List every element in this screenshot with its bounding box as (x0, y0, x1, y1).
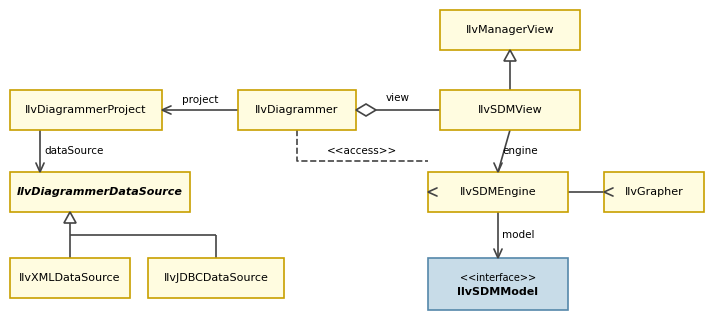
Text: dataSource: dataSource (44, 146, 103, 156)
Text: <<interface>>: <<interface>> (460, 273, 536, 283)
Text: IlvManagerView: IlvManagerView (465, 25, 555, 35)
Polygon shape (356, 104, 376, 116)
Text: IlvJDBCDataSource: IlvJDBCDataSource (163, 273, 269, 283)
Bar (238, 90, 356, 130)
Text: IlvXMLDataSource: IlvXMLDataSource (20, 273, 121, 283)
Bar (148, 258, 284, 298)
Text: model: model (502, 230, 534, 240)
Bar (604, 172, 704, 212)
Text: <<access>>: <<access>> (327, 146, 398, 156)
Text: engine: engine (502, 146, 538, 156)
Text: IlvDiagrammerDataSource: IlvDiagrammerDataSource (17, 187, 183, 197)
Text: IlvSDMModel: IlvSDMModel (457, 287, 539, 297)
Bar (10, 172, 190, 212)
Text: project: project (182, 95, 219, 105)
Text: IlvSDMView: IlvSDMView (478, 105, 542, 115)
Bar (440, 10, 580, 50)
Text: IlvDiagrammerProject: IlvDiagrammerProject (25, 105, 147, 115)
Text: view: view (386, 93, 410, 103)
Polygon shape (504, 50, 516, 61)
Text: IlvSDMEngine: IlvSDMEngine (460, 187, 537, 197)
Polygon shape (64, 212, 76, 223)
Text: IlvDiagrammer: IlvDiagrammer (256, 105, 339, 115)
Bar (428, 258, 568, 310)
Bar (10, 258, 130, 298)
Text: IlvGrapher: IlvGrapher (624, 187, 683, 197)
Bar (10, 90, 162, 130)
Bar (428, 172, 568, 212)
Bar (440, 90, 580, 130)
